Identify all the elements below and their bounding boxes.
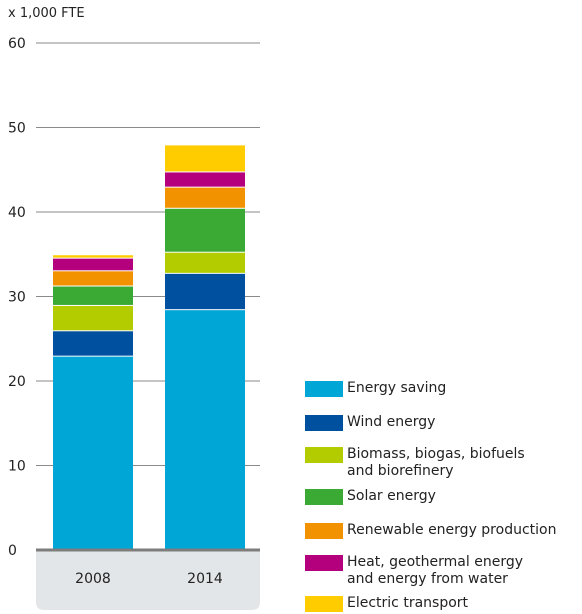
y-tick-label: 10 [8, 459, 26, 475]
legend-swatch [305, 415, 343, 431]
y-tick-label: 20 [8, 374, 26, 390]
legend-label: Heat, geothermal energy and energy from … [347, 554, 523, 587]
y-tick-label: 40 [8, 205, 26, 221]
legend-swatch [305, 447, 343, 463]
legend-swatch [305, 489, 343, 505]
x-axis-band [36, 550, 260, 610]
bar-segment [165, 186, 245, 208]
legend-item: Solar energy [305, 488, 582, 505]
legend-item: Wind energy [305, 414, 582, 431]
y-tick-label: 50 [8, 121, 26, 137]
bar-separator [165, 143, 245, 146]
legend-label: Energy saving [347, 380, 447, 396]
bar-segment [165, 309, 245, 550]
bar-separator [53, 284, 133, 287]
legend-swatch [305, 381, 343, 397]
legend-swatch [305, 523, 343, 539]
y-tick-label: 30 [8, 290, 26, 306]
bar-segment [165, 171, 245, 187]
bar-separator [53, 253, 133, 256]
legend-item: Electric transport [305, 595, 582, 612]
y-tick-label: 60 [8, 36, 26, 52]
bar-segment [165, 251, 245, 273]
legend-label: Wind energy [347, 414, 436, 430]
legend-item: Biomass, biogas, biofuels and biorefiner… [305, 446, 535, 480]
legend-item: Energy saving [305, 380, 582, 397]
bar-segment [165, 207, 245, 252]
stacked-bar-chart: 0 10 20 30 40 50 60 2008 2014 [8, 36, 260, 610]
legend-label: Solar energy [347, 488, 436, 504]
bar-segment [53, 254, 133, 258]
legend-label: Renewable energy production [347, 522, 557, 538]
bar-segment [53, 330, 133, 356]
legend-item: Heat, geothermal energy and energy from … [305, 554, 535, 588]
bar-segment [53, 285, 133, 305]
bar-segment [53, 257, 133, 271]
x-tick-label: 2014 [187, 571, 223, 587]
legend-label: Biomass, biogas, biofuels and biorefiner… [347, 446, 525, 479]
bar-segment [53, 270, 133, 286]
x-tick-label: 2008 [75, 571, 111, 587]
legend-swatch [305, 555, 343, 571]
legend-label: Electric transport [347, 595, 469, 611]
y-axis-unit-label: x 1,000 FTE [8, 6, 85, 21]
legend-swatch [305, 596, 343, 612]
bar-segment [165, 272, 245, 310]
y-tick-label: 0 [8, 543, 17, 559]
bar-segment [165, 144, 245, 172]
legend-item: Renewable energy production [305, 522, 582, 539]
bar-segment [53, 304, 133, 331]
bar-segment [53, 355, 133, 550]
